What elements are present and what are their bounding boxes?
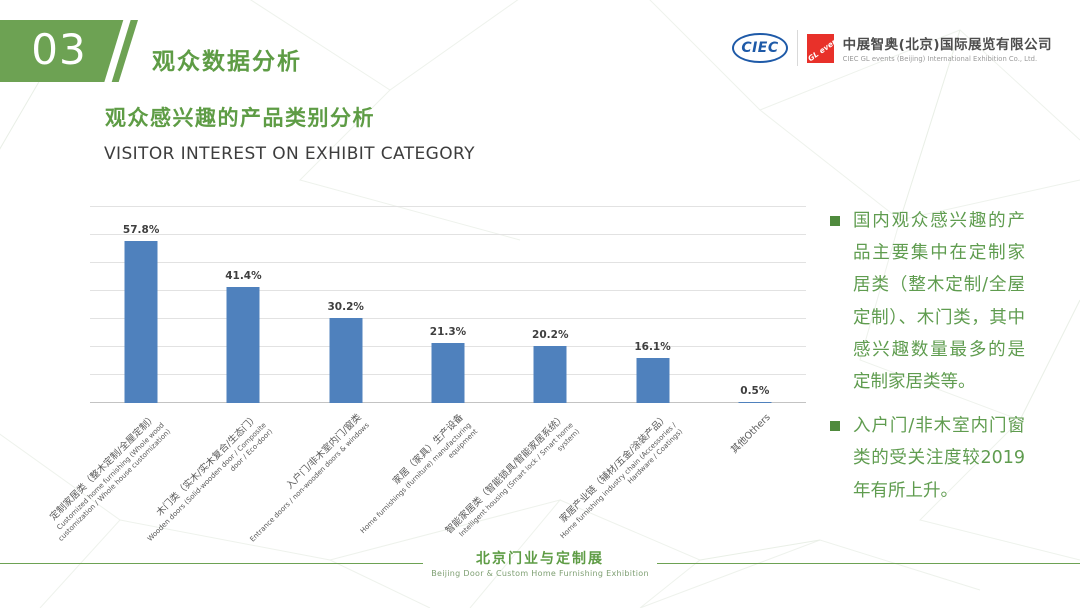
- bar-value-label: 0.5%: [740, 384, 770, 397]
- company-name-en: CIEC GL events (Beijing) International E…: [842, 55, 1038, 63]
- bar-value-label: 41.4%: [225, 270, 262, 283]
- bar-value-label: 30.2%: [327, 301, 364, 314]
- bar: [533, 346, 567, 403]
- bar-value-label: 57.8%: [122, 224, 160, 237]
- notes-panel: 国内观众感兴趣的产品主要集中在定制家居类（整木定制/全屋定制）、木门类，其中感兴…: [830, 205, 1035, 519]
- chart-column: 41.4% 木门类（实木/实木复合/生态门） Wooden doors (Sol…: [146, 207, 294, 543]
- footer-title-block: 北京门业与定制展 Beijing Door & Custom Home Furn…: [431, 548, 649, 578]
- footer-title-zh: 北京门业与定制展: [476, 551, 604, 567]
- gridline: [90, 234, 806, 235]
- bar: [329, 318, 363, 403]
- gridline: [90, 318, 806, 319]
- gridline: [90, 290, 806, 291]
- gl-events-logo-icon: GL events: [806, 33, 834, 63]
- chart-heading-en: VISITOR INTEREST ON EXHIBIT CATEGORY: [104, 144, 475, 164]
- bullet-square-icon: [830, 216, 840, 226]
- ciec-logo-icon: CIEC: [732, 33, 788, 63]
- footer-line-right: [656, 562, 1080, 564]
- bar: [226, 287, 260, 403]
- chart-column: 16.1% 家居产业链（辅材/五金/涂装产品） Home furnishing …: [557, 207, 703, 540]
- chart-columns: 57.8% 定制家居类（整木定制/全屋定制） Customized home f…: [48, 207, 806, 543]
- chart-column: 0.5% 其他Others: [704, 207, 806, 456]
- footer-title-en: Beijing Door & Custom Home Furnishing Ex…: [431, 569, 649, 578]
- bar-value-label: 16.1%: [634, 340, 671, 353]
- note-item: 国内观众感兴趣的产品主要集中在定制家居类（整木定制/全屋定制）、木门类，其中感兴…: [830, 205, 1035, 398]
- chart-column: 21.3% 家居（家具）生产设备 Home furnishings (furni…: [359, 207, 499, 535]
- company-name-block: 中展智奥(北京)国际展览有限公司 CIEC GL events (Beijing…: [843, 33, 1052, 63]
- bar-value-label: 21.3%: [429, 326, 467, 339]
- section-title: 观众数据分析: [152, 49, 302, 75]
- bullet-square-icon: [830, 421, 840, 432]
- note-text: 入户门/非木室内门窗类的受关注度较2019年有所上升。: [853, 416, 1025, 501]
- section-number: 03: [31, 25, 87, 74]
- footer: 北京门业与定制展 Beijing Door & Custom Home Furn…: [0, 548, 1080, 578]
- chart-heading-zh: 观众感兴趣的产品类别分析: [105, 106, 375, 130]
- bar: [124, 241, 158, 403]
- chart-column: 20.2% 智能家居类（智能锁具/智能家居系统） Intelligent hou…: [444, 207, 601, 538]
- company-logo: CIEC GL events 中展智奥(北京)国际展览有限公司 CIEC GL …: [732, 30, 1052, 66]
- logo-divider: [796, 30, 798, 66]
- chart-column: 30.2% 入户门/非木室内门/窗类 Entrance doors / non-…: [248, 207, 397, 543]
- footer-line-left: [0, 562, 424, 564]
- bar-chart: 57.8% 定制家居类（整木定制/全屋定制） Customized home f…: [48, 206, 806, 543]
- bar-value-label: 20.2%: [532, 329, 569, 342]
- note-item: 入户门/非木室内门窗类的受关注度较2019年有所上升。: [830, 410, 1035, 507]
- chart-column: 57.8% 定制家居类（整木定制/全屋定制） Customized home f…: [48, 207, 192, 543]
- bar: [738, 401, 772, 403]
- gridline: [90, 262, 806, 263]
- bar: [636, 357, 670, 403]
- note-text: 国内观众感兴趣的产品主要集中在定制家居类（整木定制/全屋定制）、木门类，其中感兴…: [853, 211, 1025, 392]
- gridline: [90, 206, 806, 207]
- company-name-zh: 中展智奥(北京)国际展览有限公司: [842, 37, 1052, 53]
- bar: [431, 343, 465, 403]
